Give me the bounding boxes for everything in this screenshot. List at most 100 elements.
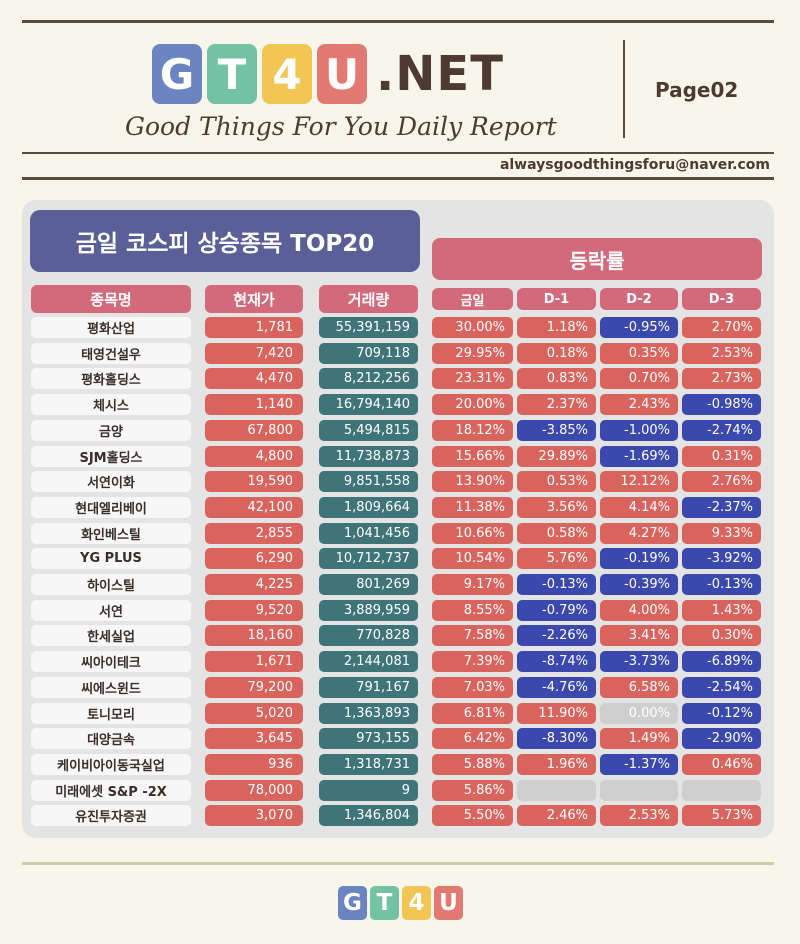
stock-price: 1,671 [205,651,303,672]
stock-name: 현대엘리베이 [31,497,191,518]
header-d3: D-3 [682,288,761,310]
stock-price: 3,070 [205,805,303,826]
rate-d1: 3.56% [517,497,596,518]
rate-d2: -0.39% [600,574,678,595]
rate-d2 [600,780,678,801]
header-today: 금일 [432,288,513,310]
rate-today: 6.42% [432,728,513,749]
rate-d3: -0.13% [682,574,761,595]
stock-volume: 2,144,081 [319,651,418,672]
footer-rule [22,862,774,865]
rate-d2: -0.19% [600,548,678,569]
table-row: 서연 9,520 3,889,959 8.55% -0.79% 4.00% 1.43% [0,600,800,621]
stock-name: 서연이화 [31,471,191,492]
rate-d1 [517,780,596,801]
rate-d2: 3.41% [600,625,678,646]
stock-price: 9,520 [205,600,303,621]
rate-today: 13.90% [432,471,513,492]
rate-d1: 0.58% [517,523,596,544]
stock-price: 1,781 [205,317,303,338]
rate-d2: 0.35% [600,343,678,364]
stock-volume: 770,828 [319,625,418,646]
stock-price: 1,140 [205,394,303,415]
stock-volume: 8,212,256 [319,368,418,389]
stock-volume: 55,391,159 [319,317,418,338]
stock-volume: 709,118 [319,343,418,364]
stock-volume: 9 [319,780,418,801]
rate-d2: -3.73% [600,651,678,672]
header-volume: 거래량 [319,285,418,313]
stock-volume: 1,809,664 [319,497,418,518]
rate-today: 7.58% [432,625,513,646]
contact-email: alwaysgoodthingsforu@naver.com [499,157,770,173]
stock-price: 4,225 [205,574,303,595]
rate-d1: -3.85% [517,420,596,441]
rate-today: 18.12% [432,420,513,441]
rate-d1: 29.89% [517,446,596,467]
header-top-rule [22,20,774,23]
rate-today: 5.50% [432,805,513,826]
rate-d3: 2.76% [682,471,761,492]
rate-today: 10.54% [432,548,513,569]
tagline: Good Things For You Daily Report [125,112,557,141]
table-row: 토니모리 5,020 1,363,893 6.81% 11.90% 0.00% -0.12% [0,703,800,724]
stock-name: 씨에스윈드 [31,677,191,698]
footer-tile-4: 4 [402,886,431,920]
table-row: 평화산업 1,781 55,391,159 30.00% 1.18% -0.95% 2.70… [0,317,800,338]
rate-d3: -2.90% [682,728,761,749]
table-row: 현대엘리베이 42,100 1,809,664 11.38% 3.56% 4.14% -2.… [0,497,800,518]
header-bottom-rule [22,177,774,180]
footer-tile-u: U [434,886,463,920]
stock-name: 대양금속 [31,728,191,749]
rate-d2: 0.70% [600,368,678,389]
rate-today: 23.31% [432,368,513,389]
stock-volume: 791,167 [319,677,418,698]
stock-name: 평화홀딩스 [31,368,191,389]
stock-name: 토니모리 [31,703,191,724]
stock-volume: 9,851,558 [319,471,418,492]
stock-price: 4,800 [205,446,303,467]
logo-tile-4: 4 [262,44,312,104]
stock-price: 3,645 [205,728,303,749]
table-row: 케이비아이동국실업 936 1,318,731 5.88% 1.96% -1.37% 0.4… [0,754,800,775]
header-d1: D-1 [517,288,596,310]
stock-volume: 1,318,731 [319,754,418,775]
rate-d3 [682,780,761,801]
stock-volume: 973,155 [319,728,418,749]
rate-d3: 0.30% [682,625,761,646]
rate-d3: -2.54% [682,677,761,698]
table-row: 유진투자증권 3,070 1,346,804 5.50% 2.46% 2.53% 5.73% [0,805,800,826]
stock-name: 금양 [31,420,191,441]
stock-name: SJM홀딩스 [31,446,191,467]
rate-d2: 0.00% [600,703,678,724]
stock-price: 67,800 [205,420,303,441]
stock-volume: 3,889,959 [319,600,418,621]
rate-d1: 1.96% [517,754,596,775]
rate-today: 10.66% [432,523,513,544]
stock-name: 평화산업 [31,317,191,338]
rate-today: 9.17% [432,574,513,595]
rate-d3: 0.31% [682,446,761,467]
rate-d3: 2.70% [682,317,761,338]
stock-volume: 5,494,815 [319,420,418,441]
stock-name: 한세실업 [31,625,191,646]
rate-d3: 0.46% [682,754,761,775]
footer-tile-t: T [370,886,399,920]
rate-today: 5.88% [432,754,513,775]
table-row: 금양 67,800 5,494,815 18.12% -3.85% -1.00% -2.74… [0,420,800,441]
stock-price: 7,420 [205,343,303,364]
rate-d1: -0.13% [517,574,596,595]
table-row: 씨에스윈드 79,200 791,167 7.03% -4.76% 6.58% -2.54% [0,677,800,698]
rate-d3: 1.43% [682,600,761,621]
report-title: 금일 코스피 상승종목 TOP20 [30,210,420,272]
rate-d2: 4.14% [600,497,678,518]
table-row: 태영건설우 7,420 709,118 29.95% 0.18% 0.35% 2.53% [0,343,800,364]
stock-volume: 1,346,804 [319,805,418,826]
rate-d3: 5.73% [682,805,761,826]
page-label: Page02 [655,78,739,102]
stock-volume: 11,738,873 [319,446,418,467]
rate-d2: 4.27% [600,523,678,544]
rate-today: 7.03% [432,677,513,698]
stock-volume: 801,269 [319,574,418,595]
rate-d1: 5.76% [517,548,596,569]
